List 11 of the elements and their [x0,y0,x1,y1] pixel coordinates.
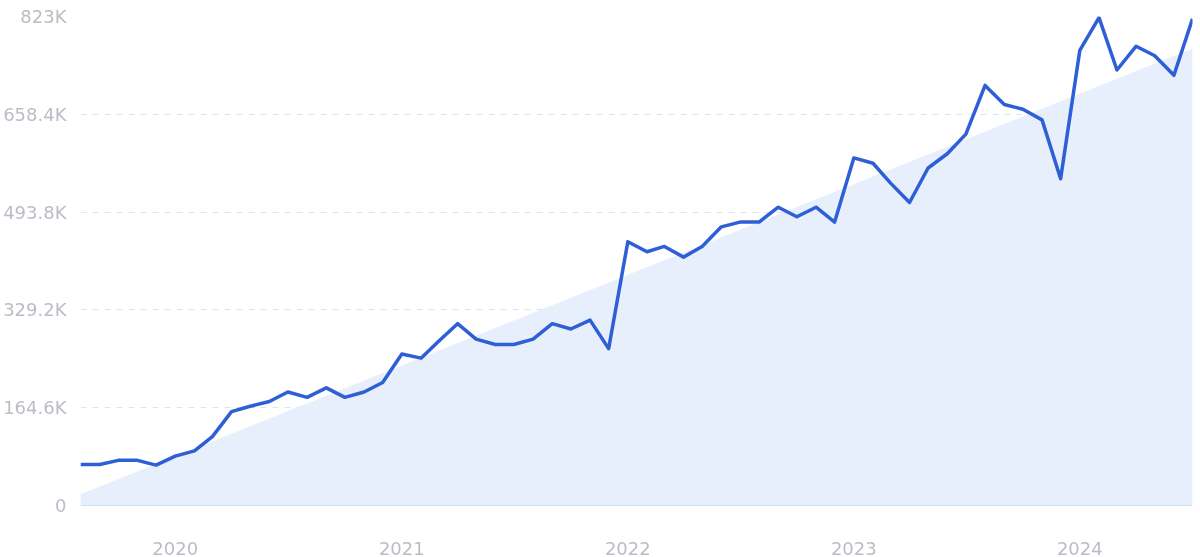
y-tick-label: 329.2K [3,299,68,321]
y-tick-label: 658.4K [3,103,68,125]
x-tick-label: 2022 [604,537,651,557]
y-tick-label: 823K [20,6,68,27]
x-tick-label: 2024 [1056,537,1103,557]
x-tick-label: 2020 [152,537,199,557]
x-tick-label: 2021 [378,537,425,557]
x-tick-label: 2023 [830,537,877,557]
y-tick-label: 164.6K [3,397,68,419]
y-tick-label: 493.8K [3,201,68,223]
y-tick-label: 0 [55,495,67,516]
